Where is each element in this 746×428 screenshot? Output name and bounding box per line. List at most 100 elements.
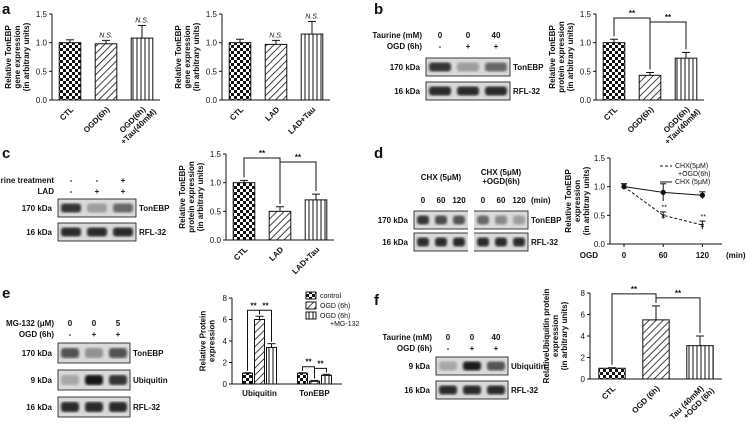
panel-letter-f: f (374, 292, 380, 309)
significance-bracket (314, 367, 327, 379)
molecular-weight-label: 9 kDa (31, 376, 53, 385)
y-tick-label: 8 (223, 294, 228, 303)
significance-label: ** (629, 9, 636, 18)
y-tick-label: 1.5 (210, 150, 222, 159)
legend-label: OGD (6h) (320, 303, 350, 310)
legend-line: +MG-132 (330, 321, 359, 328)
chart-a1: 0.0 0.5 1.0 1.5 Relative TonEBPgene expressi… (4, 10, 160, 146)
bar (254, 319, 265, 385)
condition-value: + (121, 176, 126, 185)
y-axis-title: RelativeUbiquitin proteinexpression(in a… (542, 289, 569, 384)
protein-label: TonEBP (513, 63, 544, 72)
blot-band (457, 62, 479, 72)
ylabel-line: Relative TonEBP (174, 25, 183, 89)
x-tick-label: 0 (622, 251, 627, 260)
category-label: CTL (232, 245, 249, 262)
condition-value: - (96, 176, 99, 185)
protein-label: Ubiquitin (511, 362, 546, 371)
x-tick-label: 120 (696, 251, 710, 260)
y-axis-title: Relative TonEBPprotein expression(in arb… (178, 161, 205, 233)
significance-label: N.S. (135, 17, 149, 24)
category-label: Ubiquitin (242, 389, 277, 398)
blot-band (417, 215, 429, 225)
y-tick-label: 0.0 (594, 240, 606, 249)
bar (268, 210, 292, 241)
condition-value: 0 (470, 333, 475, 342)
significance-label: ** (317, 359, 324, 368)
y-tick-label: 0.5 (594, 211, 606, 220)
significance-label: ** (250, 301, 257, 310)
data-point: × (661, 213, 665, 220)
blot-c: Taurine treatment - - + LAD - + +170 kDa TonEBP 1… (0, 176, 170, 242)
x-axis-prefix: OGD (580, 251, 598, 260)
category-label-line: LAD+Tau (290, 245, 321, 276)
category-label: OGD(6h) (82, 105, 112, 135)
condition-value: + (92, 330, 97, 339)
panel-letter-c: c (2, 145, 10, 162)
protein-label: TonEBP (133, 349, 164, 358)
y-tick-label: 6 (581, 311, 586, 320)
group-label: CHX (5μM) (421, 173, 462, 182)
y-tick-label: 1.0 (580, 39, 592, 48)
protein-label: TonEBP (531, 216, 562, 225)
protein-label: Ubiquitin (133, 376, 168, 385)
y-axis-title: Relative Proteinexpression (199, 311, 217, 372)
condition-value: + (116, 330, 121, 339)
legend-swatch (305, 301, 317, 310)
bar (228, 42, 252, 101)
blot-band (109, 375, 127, 385)
condition-value: - (70, 187, 73, 196)
condition-value: - (447, 344, 450, 353)
molecular-weight-label: 16 kDa (26, 228, 52, 237)
blot-band (453, 237, 465, 247)
blot-band (495, 237, 507, 247)
significance-label: ** (259, 149, 266, 158)
x-axis-unit: (min) (726, 251, 746, 260)
molecular-weight-label: 16 kDa (394, 87, 420, 96)
y-tick-label: 0.0 (36, 96, 48, 105)
blot-band (487, 361, 505, 371)
legend-line: +OGD(6h) (678, 171, 710, 178)
condition-label: OGD (6h) (397, 344, 432, 353)
ylabel-line: gene expression (13, 25, 22, 88)
blot-band (513, 237, 525, 247)
protein-label: TonEBP (139, 204, 170, 213)
ylabel-line: protein expression (187, 161, 196, 233)
time-label: 60 (497, 196, 506, 205)
blot-b: Taurine (mM) 0 0 40 OGD (6h) - + +170 kDa TonEBP… (372, 31, 544, 101)
blot-band (113, 203, 133, 213)
y-tick-label: 0.0 (210, 236, 222, 245)
protein-label: RFL-32 (511, 386, 539, 395)
significance-bracket (649, 21, 687, 70)
condition-value: + (494, 42, 499, 51)
bar (674, 57, 698, 101)
category-label: OGD(6h)+Tau(40mM) (657, 101, 703, 147)
blot-band (85, 348, 103, 358)
ylabel-line: Relative TonEBP (548, 25, 557, 89)
significance-bracket (279, 161, 317, 204)
bar (266, 346, 277, 385)
data-point (660, 189, 666, 195)
bar (686, 345, 714, 380)
time-label: 120 (512, 196, 526, 205)
y-tick-label: 0 (581, 375, 586, 384)
blot-band (487, 385, 505, 395)
time-label: 60 (437, 196, 446, 205)
category-label: TonEBP (299, 389, 330, 398)
condition-value: 40 (492, 31, 501, 40)
blot-band (113, 227, 133, 237)
condition-value: 0 (438, 31, 443, 40)
blot-e: MG-132 (μM) 0 0 5 OGD (6h) - + +170 kDa TonEBP 9 … (6, 319, 168, 418)
category-label-line: CTL (232, 245, 249, 262)
panel-letter-d: d (374, 145, 383, 162)
blot-band (61, 227, 81, 237)
bar (321, 374, 332, 385)
blot-band (61, 402, 79, 412)
molecular-weight-label: 170 kDa (22, 204, 53, 213)
significance-label: ** (305, 358, 312, 367)
bar (94, 43, 118, 101)
legend-label: control (320, 293, 341, 300)
significance-label: N.S. (99, 32, 113, 39)
molecular-weight-label: 16 kDa (404, 386, 430, 395)
category-label: OGD(6h)+Tau(40mM) (113, 101, 159, 147)
